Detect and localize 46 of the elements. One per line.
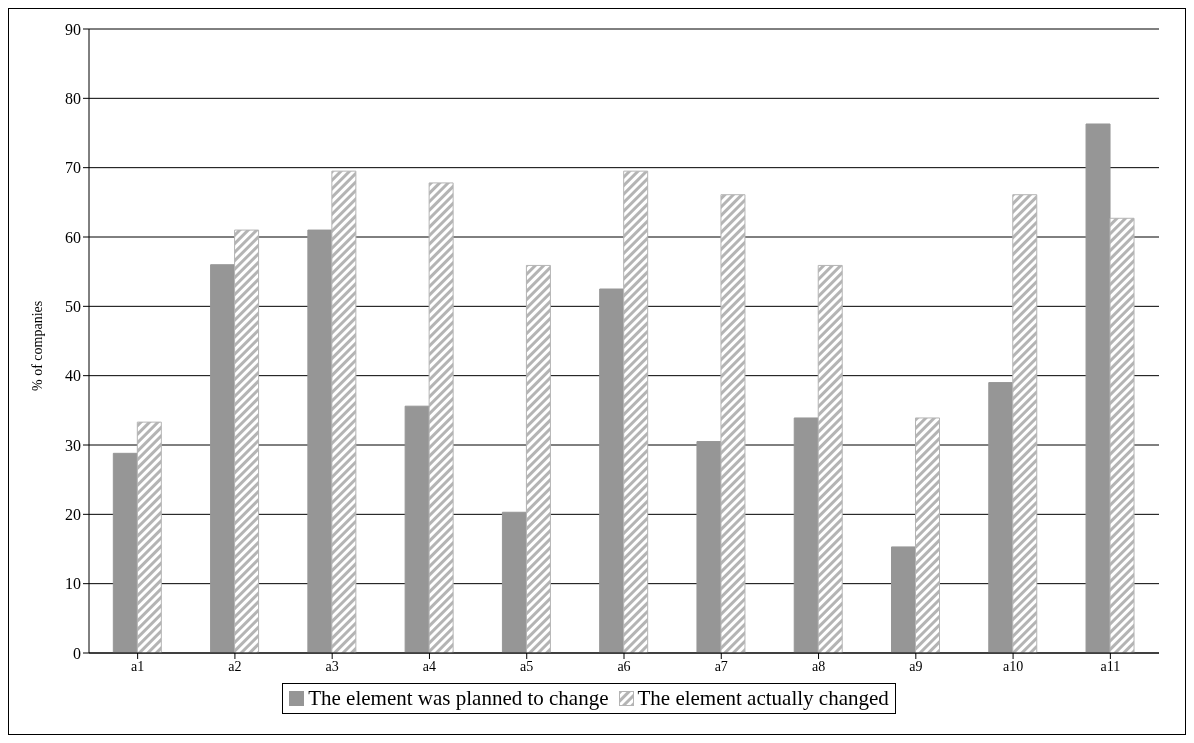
bar bbox=[1109, 217, 1135, 653]
x-tick-label: a11 bbox=[1100, 658, 1121, 674]
x-tick-label: a9 bbox=[909, 658, 923, 674]
bar bbox=[793, 417, 819, 653]
bar bbox=[599, 288, 625, 653]
bar bbox=[720, 194, 746, 653]
y-axis-title: % of companies bbox=[29, 300, 45, 391]
y-tick-label: 60 bbox=[65, 228, 81, 246]
x-tick-label: a8 bbox=[811, 658, 826, 674]
y-tick-label: 40 bbox=[65, 367, 81, 385]
bar bbox=[696, 441, 722, 653]
y-tick-label: 90 bbox=[65, 20, 81, 38]
bar bbox=[817, 264, 843, 653]
x-tick-label: a1 bbox=[131, 658, 145, 674]
bar bbox=[331, 170, 357, 653]
y-tick-label: 50 bbox=[65, 298, 81, 316]
y-tick-label: 30 bbox=[65, 436, 81, 454]
bar bbox=[234, 229, 260, 653]
x-tick-label: a4 bbox=[422, 658, 437, 674]
bar bbox=[525, 264, 551, 653]
y-tick-label: 80 bbox=[65, 90, 81, 108]
legend-label: The element was planned to change bbox=[308, 686, 609, 711]
bar bbox=[988, 382, 1014, 653]
x-tick-label: a3 bbox=[325, 658, 339, 674]
bar bbox=[428, 182, 454, 653]
bar bbox=[210, 264, 236, 653]
bar bbox=[112, 452, 138, 653]
bar bbox=[307, 229, 333, 653]
x-tick-label: a10 bbox=[1002, 658, 1024, 674]
legend-label: The element actually changed bbox=[637, 686, 889, 711]
bar bbox=[891, 546, 916, 653]
y-tick-label: 20 bbox=[65, 506, 81, 524]
y-tick-label: 10 bbox=[65, 575, 81, 593]
bar bbox=[623, 170, 649, 653]
bar bbox=[1012, 194, 1038, 653]
bar bbox=[136, 421, 162, 653]
bar bbox=[1085, 123, 1111, 653]
bar bbox=[404, 405, 430, 653]
x-tick-label: a7 bbox=[714, 658, 728, 674]
x-tick-label: a6 bbox=[617, 658, 631, 674]
bar bbox=[915, 417, 940, 653]
x-tick-label: a2 bbox=[228, 658, 242, 674]
y-tick-label: 70 bbox=[65, 159, 81, 177]
x-tick-label: a5 bbox=[520, 658, 534, 674]
y-tick-label: 0 bbox=[73, 644, 81, 662]
bar bbox=[501, 511, 527, 653]
